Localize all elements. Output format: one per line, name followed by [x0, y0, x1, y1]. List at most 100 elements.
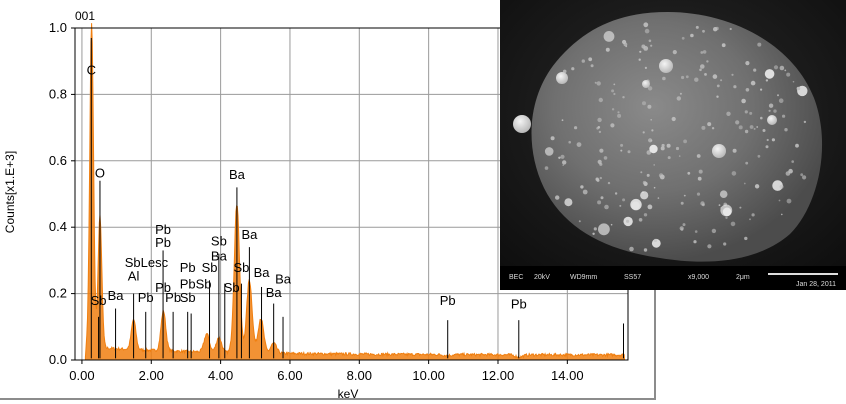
sem-precipitate — [704, 73, 707, 76]
element-label: Ba — [275, 272, 292, 287]
sem-precipitate — [697, 176, 702, 181]
sem-precipitate — [720, 79, 723, 82]
sem-precipitate — [744, 236, 748, 241]
sem-precipitate — [753, 68, 757, 72]
sem-precipitate — [598, 130, 602, 134]
sem-precipitate — [676, 96, 681, 101]
sem-precipitate — [680, 228, 684, 231]
x-tick-label: 4.00 — [208, 368, 233, 383]
sem-precipitate — [693, 240, 697, 244]
sem-precipitate — [765, 79, 769, 82]
sem-precipitate — [720, 206, 724, 210]
sem-precipitate — [667, 156, 671, 160]
sem-precipitate — [729, 27, 732, 31]
sem-precipitate — [731, 73, 734, 76]
sem-precipitate — [738, 125, 743, 130]
sem-precipitate — [641, 44, 646, 49]
sem-precipitate — [713, 27, 718, 32]
sem-precipitates — [513, 22, 808, 252]
sem-precipitate — [778, 98, 784, 103]
sem-precipitate — [603, 156, 608, 160]
sem-precipitate — [590, 64, 594, 68]
sem-large-particle — [556, 72, 568, 84]
sem-precipitate — [578, 220, 581, 223]
sem-precipitate — [638, 218, 643, 222]
sem-precipitate — [732, 148, 737, 153]
sem-precipitate — [642, 101, 646, 106]
x-tick-label: 0.00 — [69, 368, 94, 383]
sem-precipitate — [800, 173, 804, 177]
sem-precipitate — [560, 154, 565, 159]
sem-precipitate — [614, 192, 618, 195]
sem-precipitate — [661, 143, 665, 148]
sem-precipitate — [721, 43, 726, 48]
sem-precipitate — [640, 171, 643, 174]
sem-precipitate — [725, 216, 728, 219]
sem-precipitate — [599, 148, 604, 153]
sem-precipitate — [596, 81, 601, 86]
sem-precipitate — [781, 213, 783, 216]
element-label: Pb — [440, 293, 456, 308]
element-label: Al — [128, 268, 140, 283]
sem-precipitate — [544, 147, 554, 156]
sem-precipitate — [744, 129, 749, 134]
sem-precipitate — [588, 57, 593, 62]
sem-precipitate — [639, 50, 642, 53]
sem-precipitate — [700, 201, 705, 206]
sem-precipitate — [786, 72, 791, 77]
sem-precipitate — [778, 199, 781, 202]
element-label: Ba — [266, 285, 283, 300]
sem-precipitate — [625, 45, 628, 48]
sem-precipitate — [791, 160, 794, 163]
sem-precipitate — [620, 149, 623, 152]
sem-precipitate — [768, 109, 771, 112]
sem-precipitate — [622, 198, 626, 202]
sem-precipitate — [610, 223, 613, 226]
sem-precipitate — [571, 67, 575, 71]
sem-precipitate — [642, 131, 645, 134]
sem-precipitate — [683, 139, 687, 144]
x-tick-label: 10.00 — [412, 368, 445, 383]
sem-precipitate — [744, 110, 748, 114]
sem-precipitate — [649, 144, 658, 154]
x-axis-label: keV — [338, 387, 359, 401]
sem-precipitate — [675, 146, 680, 151]
element-label: Pb — [138, 290, 154, 305]
sem-precipitate — [749, 125, 754, 129]
sem-precipitate — [753, 127, 756, 130]
sem-precipitate — [700, 51, 704, 54]
sem-precipitate — [568, 140, 571, 144]
element-label: Ba — [254, 265, 271, 280]
sem-precipitate — [749, 218, 751, 221]
sem-precipitate — [706, 60, 709, 63]
sem-precipitate — [629, 246, 634, 252]
sem-precipitate — [658, 173, 664, 178]
sem-precipitate — [613, 83, 616, 86]
sem-precipitate — [784, 128, 788, 132]
x-tick-label: 8.00 — [347, 368, 372, 383]
sem-precipitate — [562, 160, 567, 165]
sem-precipitate — [695, 25, 699, 29]
sem-precipitate — [711, 228, 717, 234]
sem-precipitate — [592, 232, 595, 235]
sem-precipitate — [627, 150, 631, 154]
sem-precipitate — [765, 145, 769, 149]
sem-precipitate — [597, 200, 602, 205]
sem-precipitate — [681, 36, 685, 40]
sem-precipitate — [597, 117, 602, 123]
sem-precipitate — [630, 198, 642, 211]
sem-precipitate — [687, 171, 691, 175]
element-label: Sb — [233, 260, 249, 275]
sem-precipitate — [598, 97, 603, 103]
sem-precipitate — [619, 204, 622, 207]
spectrum-area — [84, 23, 626, 361]
sem-precipitate — [653, 186, 656, 189]
y-axis-label: Counts[x1.E+3] — [3, 151, 17, 233]
y-tick-label: 0.8 — [49, 86, 67, 101]
sem-precipitate — [604, 204, 609, 210]
sem-precipitate — [777, 94, 779, 97]
sem-precipitate — [745, 88, 750, 92]
element-label: Pb — [180, 260, 196, 275]
sem-precipitate — [679, 92, 682, 95]
sem-precipitate — [564, 198, 573, 207]
